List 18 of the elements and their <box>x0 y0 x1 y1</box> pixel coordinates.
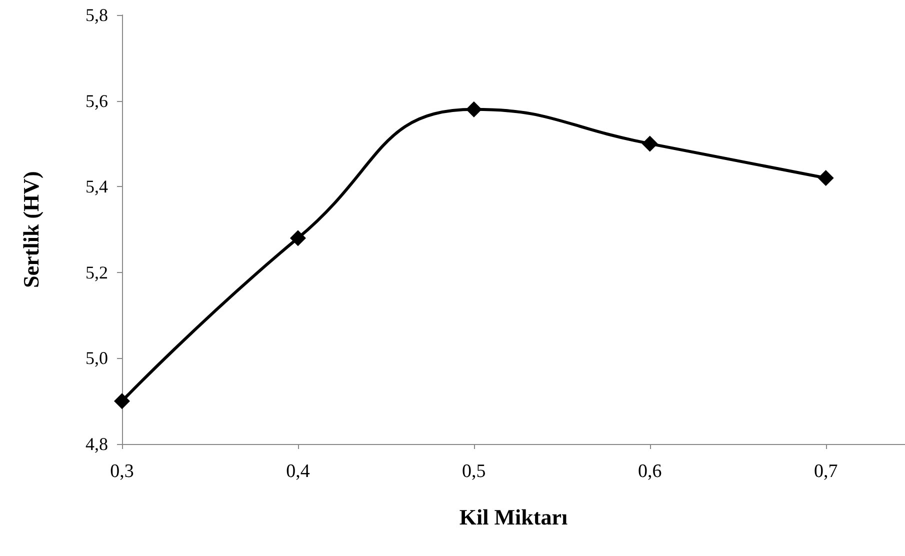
point <box>114 393 130 410</box>
y-tick-label: 5,0 <box>86 348 108 368</box>
x-tick-label: 0,4 <box>286 461 310 482</box>
x-tick-label: 0,6 <box>638 461 662 482</box>
x-tick-label: 0,3 <box>110 461 134 482</box>
y-tick-label: 5,4 <box>86 176 108 197</box>
y-tick-label: 5,2 <box>86 262 108 282</box>
point <box>642 136 658 152</box>
x-tick-label: 0,5 <box>462 461 486 482</box>
point <box>290 230 306 246</box>
x-axis-title: Kil Miktarı <box>459 504 568 530</box>
y-tick-label: 5,6 <box>86 90 108 111</box>
point <box>466 101 482 118</box>
y-tick-label: 4,8 <box>86 434 108 454</box>
x-tick-label: 0,7 <box>814 461 838 482</box>
y-axis-title: Sertlik (HV) <box>18 171 44 288</box>
y-tick-label: 5,8 <box>86 5 108 25</box>
point <box>818 170 834 186</box>
